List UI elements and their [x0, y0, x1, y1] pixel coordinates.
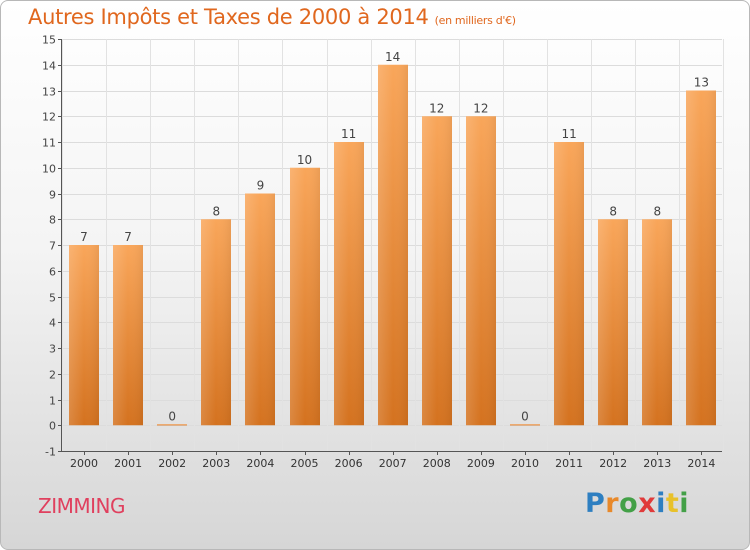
y-tick-label: 0: [49, 420, 56, 433]
x-tick-label: 2012: [599, 457, 627, 470]
x-tick-label: 2004: [246, 457, 274, 470]
x-tick-label: 2002: [158, 457, 186, 470]
bar: [510, 424, 540, 426]
data-label: 11: [341, 127, 356, 141]
data-label: 12: [473, 101, 488, 115]
bar-shine: [554, 142, 584, 426]
bar-shine: [290, 167, 320, 426]
y-tick-label: 3: [49, 343, 56, 356]
x-tick-label: 2001: [114, 457, 142, 470]
data-label: 0: [168, 409, 176, 423]
data-label: 0: [521, 409, 529, 423]
x-tick-label: 2005: [291, 457, 319, 470]
bar-shine: [69, 245, 99, 426]
bar-shine: [686, 90, 716, 426]
bar-shine: [113, 245, 143, 426]
brand-letter: P: [585, 488, 606, 519]
x-tick-label: 2010: [511, 457, 539, 470]
chart-title: Autres Impôts et Taxes de 2000 à 2014 (en…: [28, 5, 516, 29]
x-tick-label: 2007: [379, 457, 407, 470]
bar-shine: [598, 219, 628, 426]
commune-name: ZIMMING: [38, 494, 125, 518]
data-label: 14: [385, 50, 400, 64]
bars: [69, 64, 716, 426]
y-tick-label: -1: [45, 446, 56, 459]
bar-shine: [201, 219, 231, 426]
x-tick-label: 2006: [335, 457, 363, 470]
bar-shine: [466, 116, 496, 426]
bar-shine: [334, 142, 364, 426]
x-tick-label: 2003: [202, 457, 230, 470]
bar-shine: [642, 219, 672, 426]
y-tick-label: 1: [49, 395, 56, 408]
y-tick-label: 6: [49, 266, 56, 279]
brand-letter: i: [656, 488, 666, 519]
y-tick-label: 2: [49, 369, 56, 382]
x-tick-label: 2008: [423, 457, 451, 470]
y-tick-label: 15: [42, 34, 56, 47]
bar: [157, 424, 187, 426]
data-label: 8: [609, 204, 617, 218]
brand-letter: x: [638, 488, 657, 519]
data-label: 10: [297, 153, 312, 167]
brand-letter: t: [665, 488, 680, 519]
data-label: 12: [429, 101, 444, 115]
labels: -101234567891011121314157200072001020028…: [42, 34, 715, 471]
bar-shine: [378, 64, 408, 426]
brand-logo: Proxiti: [585, 488, 689, 519]
brand-letter: o: [619, 488, 639, 519]
x-tick-label: 2011: [555, 457, 583, 470]
y-tick-label: 13: [42, 86, 56, 99]
data-label: 7: [124, 230, 132, 244]
data-label: 8: [212, 204, 220, 218]
x-tick-label: 2009: [467, 457, 495, 470]
data-label: 8: [653, 204, 661, 218]
y-tick-label: 11: [42, 137, 56, 150]
y-tick-label: 8: [49, 214, 56, 227]
y-tick-label: 10: [42, 163, 56, 176]
y-tick-label: 12: [42, 111, 56, 124]
y-tick-label: 4: [49, 317, 56, 330]
brand-letter: i: [679, 488, 690, 519]
x-tick-label: 2014: [687, 457, 715, 470]
chart-title-text: Autres Impôts et Taxes de 2000 à 2014: [28, 5, 429, 29]
x-tick-label: 2013: [643, 457, 671, 470]
chart-unit: (en milliers d'€): [434, 14, 516, 27]
y-tick-label: 5: [49, 292, 56, 305]
axes: [58, 39, 722, 455]
y-tick-label: 9: [49, 189, 56, 202]
x-tick-label: 2000: [70, 457, 98, 470]
data-label: 9: [257, 179, 265, 193]
data-label: 11: [561, 127, 576, 141]
bar-shine: [245, 193, 275, 426]
y-tick-label: 14: [42, 60, 56, 73]
y-tick-label: 7: [49, 240, 56, 253]
data-label: 7: [80, 230, 88, 244]
data-label: 13: [694, 76, 709, 90]
bar-shine: [422, 116, 452, 426]
brand-letter: r: [605, 488, 620, 519]
